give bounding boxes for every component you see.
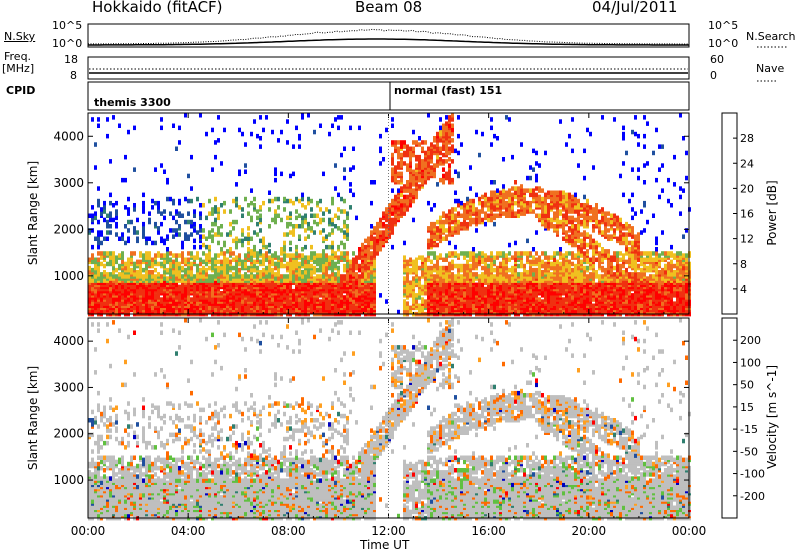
y-tick-label: 4000 bbox=[53, 129, 84, 143]
axes-ticks: 00:00 04:00 08:00 12:00 16:00 20:00 00:00 1000 1… bbox=[53, 113, 706, 538]
x-tick-label: 08:00 bbox=[271, 524, 306, 538]
beam-title: Beam 08 bbox=[355, 0, 423, 16]
velocity-colorbar-label: Velocity [m s^-1] bbox=[765, 364, 779, 470]
velocity-colorbar-tick: -15 bbox=[740, 423, 758, 436]
noise-panel-frame bbox=[87, 23, 690, 48]
x-tick-label: 00:00 bbox=[672, 524, 707, 538]
freq-unit: [MHz] bbox=[2, 62, 35, 75]
velocity-colorbar-tick: 100 bbox=[740, 356, 761, 369]
velocity-colorbar: 200 100 50 15 -15 -50 -100 -200 bbox=[721, 317, 765, 519]
x-tick-label: 00:00 bbox=[71, 524, 106, 538]
velocity-ylabel: Slant Range [km] bbox=[26, 365, 40, 471]
power-colorbar: 28 24 20 16 12 8 4 bbox=[721, 112, 754, 315]
power-colorbar-tick: 8 bbox=[740, 258, 747, 271]
y-tick-label: 3000 bbox=[53, 380, 84, 394]
power-colorbar-tick: 24 bbox=[740, 157, 754, 170]
freq-panel-frame bbox=[87, 56, 690, 80]
power-ylabel: Slant Range [km] bbox=[26, 160, 40, 266]
power-colorbar-tick: 20 bbox=[740, 182, 754, 195]
velocity-colorbar-tick: -200 bbox=[740, 490, 765, 503]
power-colorbar-label: Power [dB] bbox=[765, 180, 779, 246]
freq-label: Freq. bbox=[4, 50, 32, 63]
cpid-label: CPID bbox=[6, 84, 36, 97]
y-tick-label: 3000 bbox=[53, 176, 84, 190]
velocity-colorbar-tick: 15 bbox=[740, 401, 754, 414]
cpid-entry-1: themis 3300 bbox=[94, 96, 171, 109]
nsearch-label: N.Search bbox=[746, 30, 796, 43]
velocity-colorbar-tick: 50 bbox=[740, 379, 754, 392]
power-colorbar-tick: 4 bbox=[740, 283, 747, 296]
power-colorbar-tick: 16 bbox=[740, 208, 754, 221]
power-heatmap bbox=[88, 113, 691, 317]
noise-tick-left-high: 10^5 bbox=[52, 19, 83, 32]
velocity-heatmap bbox=[88, 318, 691, 521]
noise-tick-right-high: 10^5 bbox=[708, 19, 739, 32]
y-tick-label: 1000 bbox=[53, 473, 84, 487]
y-tick-label: 1000 bbox=[53, 269, 84, 283]
noise-tick-right-low: 10^0 bbox=[708, 37, 739, 50]
noise-tick-left-low: 10^0 bbox=[52, 37, 83, 50]
date-title: 04/Jul/2011 bbox=[592, 0, 678, 16]
velocity-colorbar-tick: -50 bbox=[740, 445, 758, 458]
cpid-panel-frame bbox=[87, 81, 690, 111]
velocity-colorbar-tick: 200 bbox=[740, 334, 761, 347]
noise-series bbox=[88, 28, 689, 46]
power-colorbar-tick: 28 bbox=[740, 132, 754, 145]
x-tick-label: 20:00 bbox=[572, 524, 607, 538]
xaxis-title: Time UT bbox=[360, 538, 410, 552]
x-tick-label: 04:00 bbox=[171, 524, 206, 538]
nave-tick-low: 0 bbox=[710, 69, 717, 82]
nsky-label: N.Sky bbox=[4, 30, 36, 43]
station-title: Hokkaido (fitACF) bbox=[92, 0, 223, 16]
freq-tick-high: 18 bbox=[64, 53, 78, 66]
velocity-colorbar-tick: -100 bbox=[740, 468, 765, 481]
y-tick-label: 2000 bbox=[53, 222, 84, 236]
y-tick-label: 2000 bbox=[53, 427, 84, 441]
nave-tick-high: 60 bbox=[710, 53, 724, 66]
power-colorbar-tick: 12 bbox=[740, 233, 754, 246]
y-tick-label: 4000 bbox=[53, 334, 84, 348]
x-tick-label: 16:00 bbox=[471, 524, 506, 538]
freq-tick-low: 8 bbox=[70, 69, 77, 82]
cpid-entry-2: normal (fast) 151 bbox=[394, 84, 503, 97]
nave-label: Nave bbox=[756, 62, 785, 75]
x-tick-label: 12:00 bbox=[371, 524, 406, 538]
